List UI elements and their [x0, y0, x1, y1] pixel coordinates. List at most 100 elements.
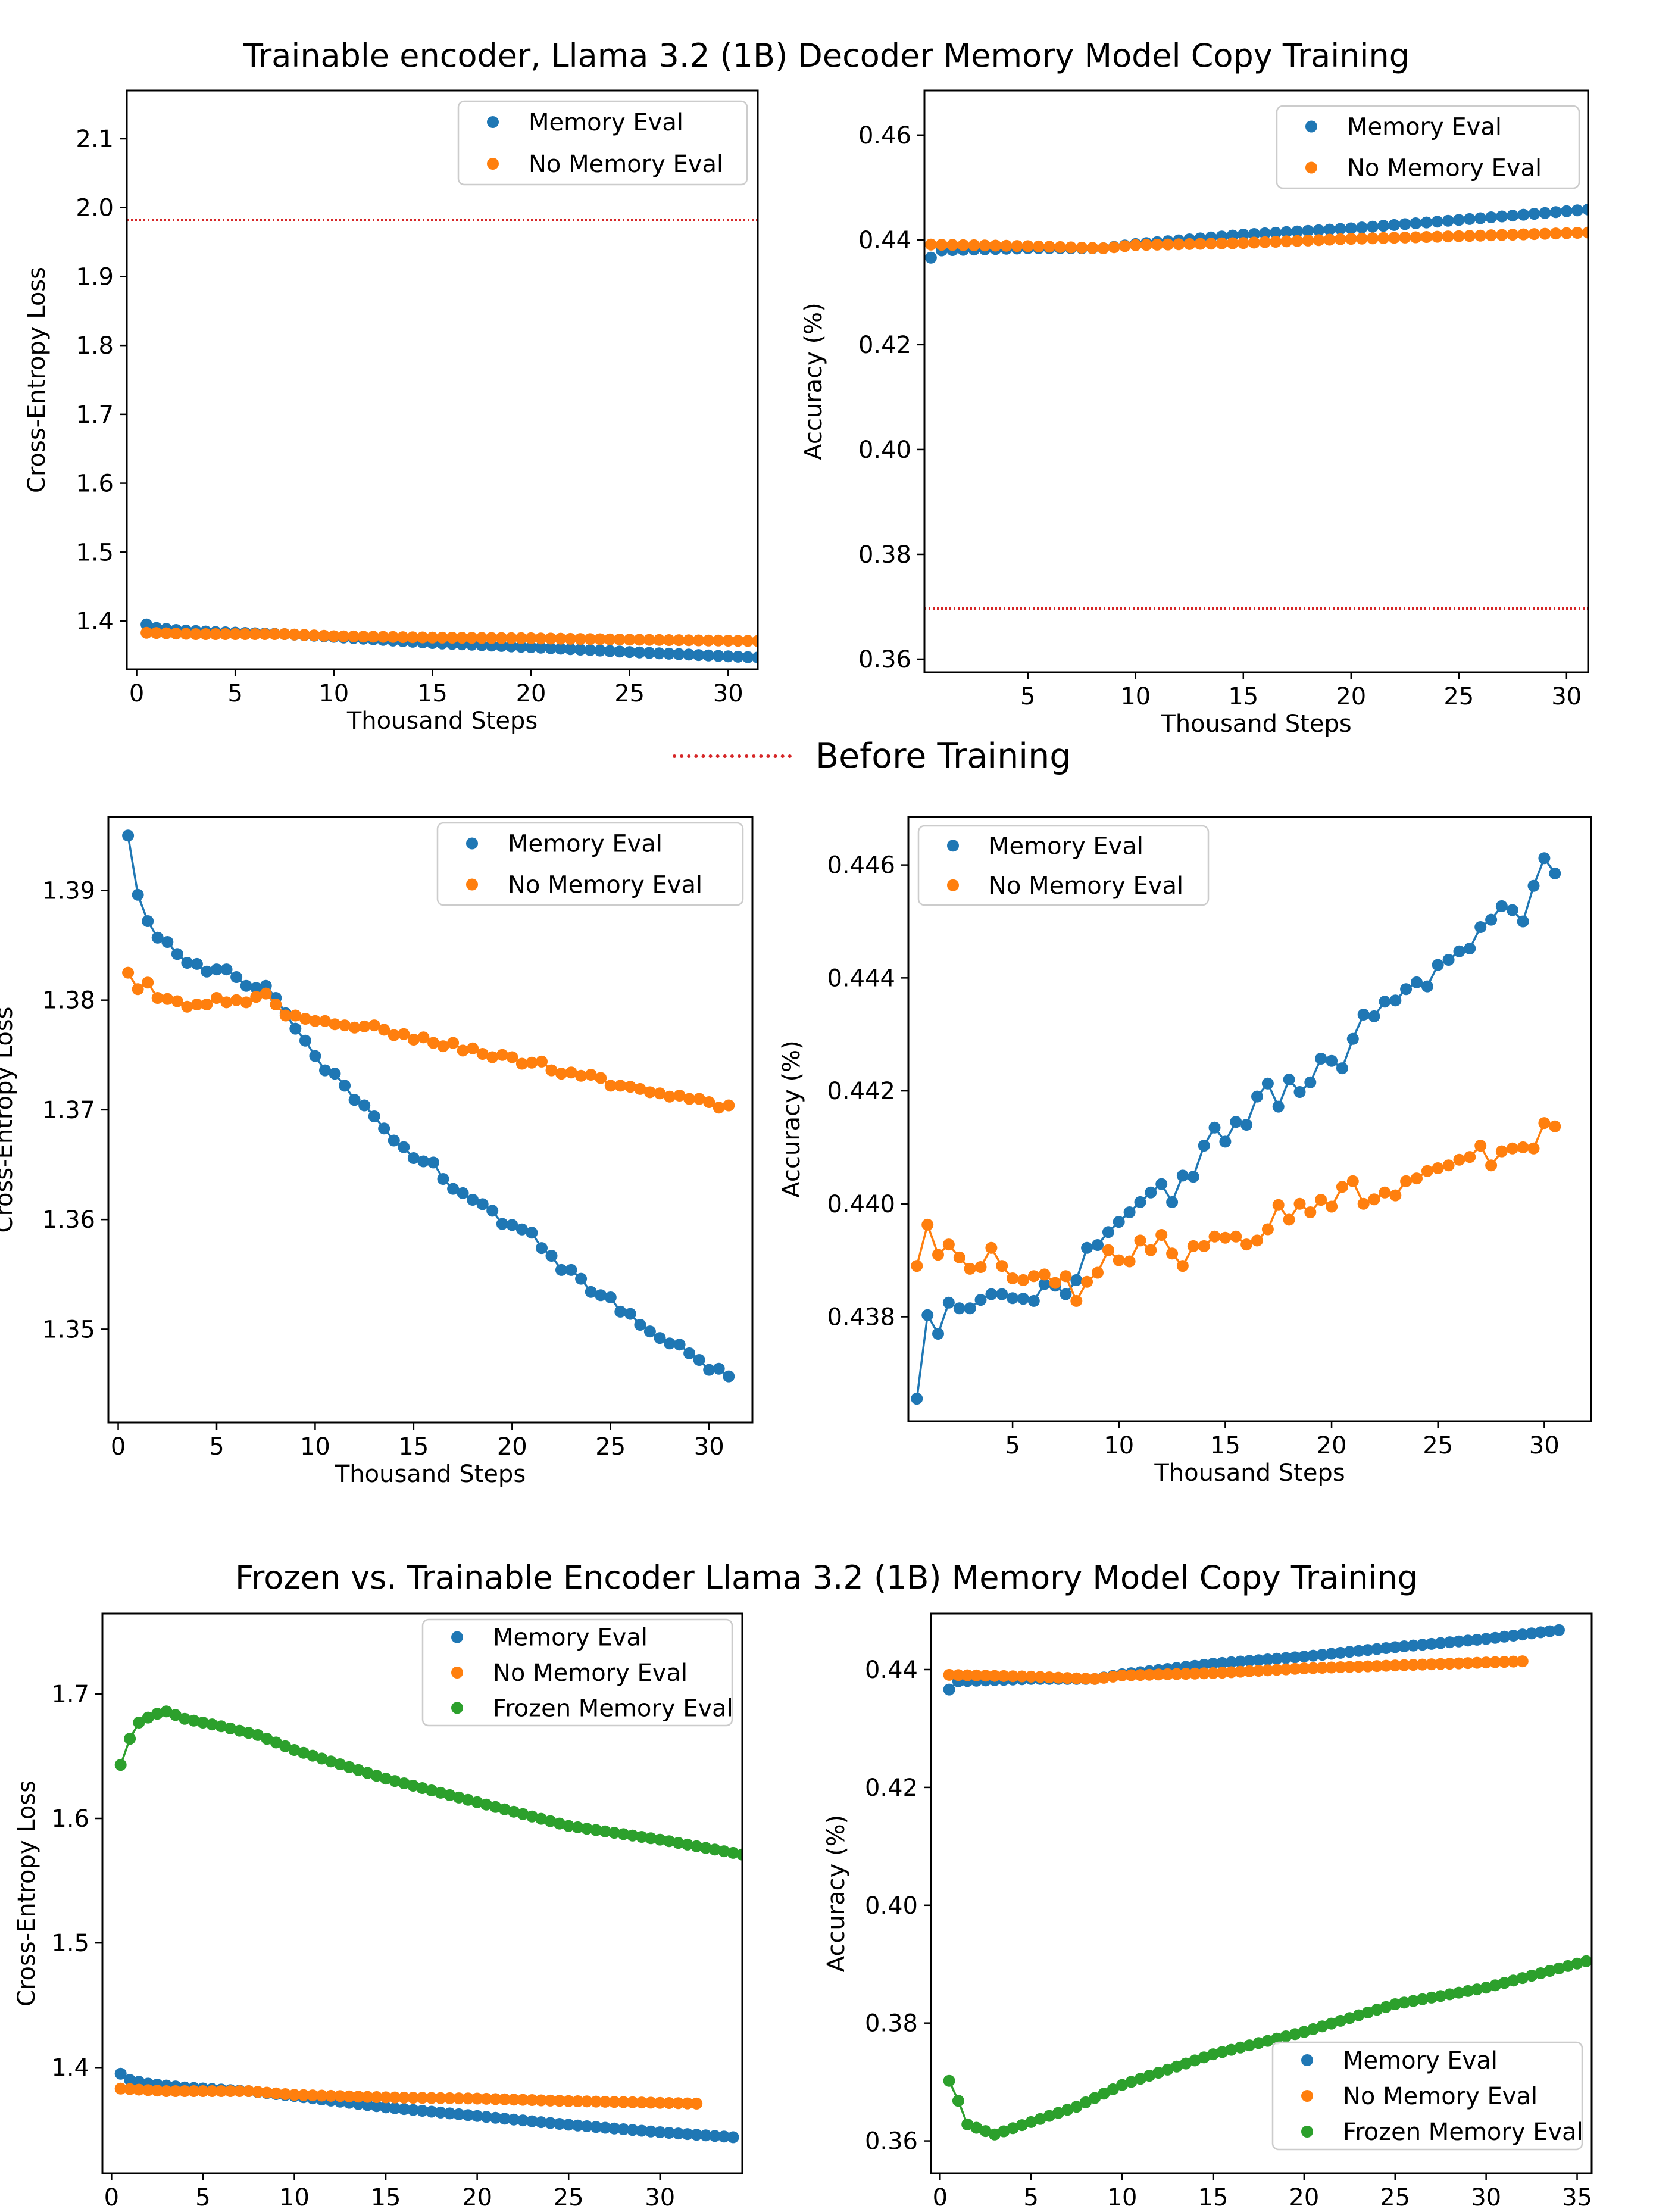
x-tick-label: 20: [1317, 1432, 1347, 1459]
x-tick-label: 20: [497, 1433, 527, 1461]
data-point: [1495, 1145, 1508, 1158]
data-point: [122, 966, 135, 979]
data-point: [943, 2074, 955, 2087]
data-point: [1407, 1659, 1420, 1671]
data-point: [535, 2094, 548, 2107]
data-point: [553, 2118, 565, 2130]
data-point: [298, 629, 311, 641]
data-point: [1371, 1643, 1383, 1655]
data-point: [681, 2128, 693, 2141]
data-point: [545, 632, 557, 645]
data-point: [443, 2107, 456, 2120]
data-point: [1442, 214, 1454, 227]
data-point: [672, 2097, 685, 2110]
data-point: [1323, 223, 1336, 236]
data-point: [585, 1069, 597, 1081]
x-axis-label: Thousand Steps: [1154, 1459, 1345, 1487]
data-point: [315, 2089, 328, 2102]
series-no_memory: [943, 1655, 1529, 1685]
data-point: [319, 1015, 331, 1027]
data-point: [921, 1309, 934, 1321]
data-point: [624, 1308, 636, 1320]
data-point: [508, 1805, 520, 1818]
data-point: [1442, 1159, 1455, 1172]
data-point: [407, 2104, 420, 2116]
data-point: [1407, 1995, 1420, 2007]
legend: Memory Eval No Memory Eval: [436, 822, 744, 906]
data-point: [1517, 915, 1529, 928]
data-point: [1535, 1967, 1547, 1979]
data-point: [417, 1031, 430, 1044]
y-tick-label: 1.35: [42, 1316, 95, 1343]
legend-box: [457, 100, 748, 186]
data-point: [989, 1670, 1001, 1682]
data-point: [1334, 233, 1346, 245]
x-tick-label: 10: [1104, 1432, 1134, 1459]
data-point: [1007, 1292, 1019, 1305]
data-point: [580, 1823, 593, 1835]
x-tick-label: 5: [209, 1433, 224, 1461]
data-point: [964, 1302, 976, 1315]
data-point: [133, 2083, 145, 2096]
x-tick-label: 15: [1210, 1432, 1240, 1459]
data-point: [1043, 2110, 1055, 2122]
data-point: [329, 1018, 341, 1031]
data-point: [343, 1761, 355, 1773]
data-point: [169, 1709, 182, 1721]
data-point: [1307, 1662, 1320, 1674]
data-point: [190, 999, 203, 1010]
data-point: [347, 630, 360, 642]
data-point: [1527, 879, 1540, 892]
data-point: [1280, 1663, 1292, 1676]
data-point: [1435, 1658, 1447, 1670]
data-point: [122, 829, 135, 842]
data-point: [1343, 1646, 1356, 1658]
data-point: [1442, 230, 1454, 243]
data-point: [239, 628, 251, 640]
data-point: [471, 1796, 483, 1808]
data-point: [1346, 1032, 1359, 1045]
data-point: [1145, 1186, 1157, 1199]
data-point: [1205, 238, 1217, 250]
data-point: [1113, 1216, 1125, 1228]
y-tick-label: 0.38: [865, 2010, 918, 2038]
x-tick-label: 30: [713, 680, 743, 707]
y-tick-label: 0.44: [858, 227, 911, 254]
data-point: [318, 629, 330, 642]
data-point: [718, 2130, 730, 2143]
data-point: [1435, 1990, 1447, 2002]
data-point: [924, 251, 937, 264]
data-point: [1092, 1239, 1104, 1251]
data-point: [142, 2084, 154, 2096]
data-point: [308, 629, 320, 642]
data-point: [498, 1803, 511, 1815]
data-point: [545, 1250, 558, 1262]
data-point: [1452, 230, 1465, 242]
data-point: [1560, 205, 1573, 217]
data-point: [1538, 1117, 1551, 1130]
data-point: [1070, 1672, 1083, 1684]
data-point: [732, 635, 744, 647]
data-point: [160, 2085, 173, 2097]
data-point: [1389, 1998, 1401, 2010]
legend-label: No Memory Eval: [493, 1659, 688, 1687]
data-point: [708, 1843, 721, 1856]
data-point: [388, 1029, 400, 1041]
data-point: [452, 2108, 465, 2120]
data-point: [979, 1670, 992, 1682]
data-point: [1539, 207, 1551, 219]
x-tick-label: 15: [417, 680, 448, 707]
y-tick-label: 0.40: [865, 1892, 918, 1920]
data-point: [645, 2096, 657, 2109]
data-point: [508, 2113, 520, 2126]
data-point: [544, 1815, 557, 1827]
data-point: [1248, 236, 1260, 249]
data-point: [1280, 1652, 1292, 1664]
data-point: [936, 239, 948, 251]
data-point: [1352, 1661, 1365, 1673]
data-point: [1081, 1275, 1093, 1288]
data-point: [563, 1820, 575, 1832]
series-no_memory: [122, 966, 735, 1114]
data-point: [1452, 214, 1465, 226]
data-point: [974, 1294, 987, 1306]
